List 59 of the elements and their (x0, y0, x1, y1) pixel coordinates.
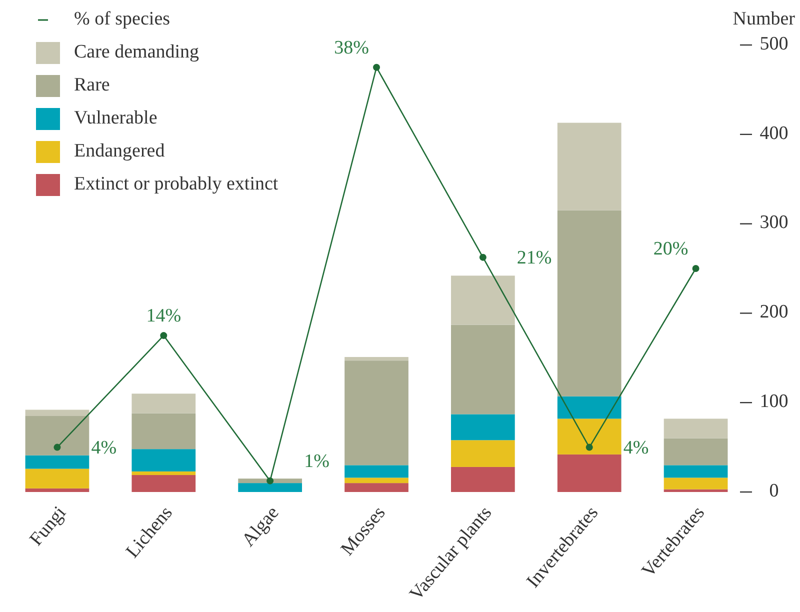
bar (344, 360, 408, 466)
y-axis-title: Number (732, 8, 796, 30)
bar (664, 465, 728, 478)
bar (132, 471, 196, 476)
y-tick-label: 200 (760, 302, 788, 323)
point (479, 254, 486, 261)
bar (557, 454, 622, 492)
y-tick-label: 400 (760, 122, 788, 144)
y-tick-label: 0 (769, 480, 779, 502)
bar (344, 465, 408, 478)
bar (664, 418, 728, 438)
legend-label: Extinct or probably extinct (74, 173, 279, 194)
bar (451, 466, 515, 492)
bar (451, 276, 515, 325)
data-label: 21% (516, 248, 552, 269)
bar (132, 394, 196, 414)
legend-label: Rare (74, 74, 110, 96)
data-label: 4% (91, 438, 117, 459)
y-tick-label: 100 (760, 390, 788, 412)
bar (25, 488, 90, 492)
bar (451, 440, 515, 467)
y-tick-label: 300 (760, 212, 788, 234)
point (373, 64, 380, 71)
bar (344, 483, 408, 492)
point (692, 265, 700, 272)
bar (132, 475, 196, 492)
data-label: 20% (653, 238, 688, 260)
bar (132, 413, 196, 450)
legend-label: % of species (74, 8, 170, 30)
data-label: 1% (304, 451, 330, 472)
data-label: 14% (146, 306, 182, 327)
bar (557, 210, 622, 396)
bar (344, 478, 408, 484)
data-label: 4% (623, 438, 649, 459)
bar (557, 418, 622, 454)
bar (557, 396, 622, 419)
bar (25, 410, 90, 416)
legend-label: Care demanding (74, 41, 200, 62)
point (586, 444, 593, 451)
bar (344, 357, 408, 361)
bar (25, 416, 90, 456)
bar (557, 122, 622, 210)
bar (451, 414, 515, 440)
bar (451, 324, 515, 414)
bar (25, 468, 90, 488)
bar (25, 455, 90, 469)
bar (238, 478, 302, 484)
point (160, 332, 168, 340)
legend-label: Endangered (74, 140, 166, 162)
bar (238, 483, 302, 492)
legend-label: Vulnerable (74, 107, 158, 128)
bar (664, 489, 728, 492)
y-tick-label: 500 (760, 33, 788, 54)
point (54, 444, 61, 451)
bar (664, 478, 728, 490)
bar (132, 449, 196, 472)
bar (664, 438, 728, 466)
data-label: 38% (334, 37, 370, 58)
point (266, 477, 274, 484)
